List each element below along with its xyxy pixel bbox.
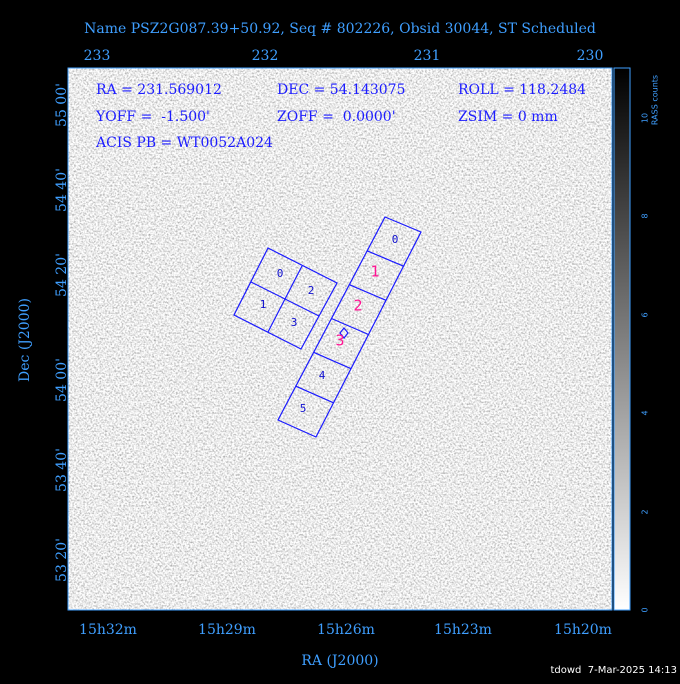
colorbar-tick-label: 6 [641,312,650,317]
plot-frame [67,67,613,611]
info-text: DEC = 54.143075 [277,82,406,98]
acis-s-chip-label: 5 [300,402,307,415]
acis-i-outline [233,247,338,350]
dec-tick-label: 54 00' [54,358,70,402]
acis-i-chip-label: 1 [260,298,267,311]
acis-s-divider [349,284,387,301]
top-tick-label: 231 [414,48,441,64]
ra-tick-label: 15h20m [554,622,612,638]
dec-tick-label: 55 00' [54,83,70,127]
ra-tick-label: 15h29m [198,622,256,638]
acis-s-divider [366,250,404,267]
dec-axis-label: Dec (J2000) [17,298,33,382]
colorbar-tick-label: 10 [641,113,650,123]
colorbar-label: RASS counts [651,75,660,125]
ra-tick-label: 15h23m [434,622,492,638]
acis-s-chip-label: 1 [370,263,379,281]
acis-i-chip-label: 3 [291,316,298,329]
acis-s-chip-label: 2 [353,297,362,315]
colorbar [613,67,631,611]
acis-s-chip-label: 0 [392,233,399,246]
colorbar-tick-label: 8 [641,213,650,218]
aimpoint [339,327,349,339]
dec-tick-label: 53 20' [54,538,70,582]
info-text: YOFF = -1.500' [95,109,210,125]
acis-s-dividers [295,250,404,404]
colorbar-tick-label: 2 [641,509,650,514]
acis-i-chip-label: 2 [308,284,315,297]
dec-tick-label: 53 40' [54,448,70,492]
labels: Name PSZ2G087.39+50.92, Seq # 802226, Ob… [17,21,677,676]
acis-i-divider [250,281,320,317]
top-tick-label: 230 [577,48,604,64]
dec-tick-label: 54 40' [54,168,70,212]
top-tick-label: 233 [84,48,111,64]
top-tick-label: 232 [252,48,279,64]
colorbar-tick-label: 0 [641,607,650,612]
acis-s-divider [331,317,369,336]
dec-tick-label: 54 20' [54,253,70,297]
info-text: ROLL = 118.2484 [458,82,586,98]
acis-s-divider [295,385,334,404]
ra-tick-label: 15h32m [79,622,137,638]
acis-s-divider [313,351,352,370]
sky-image [68,68,612,610]
ra-axis-label: RA (J2000) [301,653,378,669]
colorbar-tick-label: 4 [641,410,650,415]
footer: tdowd 7-Mar-2025 14:13 [550,665,677,676]
acis-i-chip-label: 0 [277,267,284,280]
info-text: ZSIM = 0 mm [458,109,558,125]
title: Name PSZ2G087.39+50.92, Seq # 802226, Ob… [84,21,596,37]
acis-s-chip-label: 3 [335,332,344,350]
info-text: ACIS PB = WT0052A024 [95,135,273,151]
chip-outlines [233,216,422,438]
ra-tick-label: 15h26m [317,622,375,638]
info-text: ZOFF = 0.0000' [277,109,396,125]
info-text: RA = 231.569012 [96,82,222,98]
acis-s-chip-label: 4 [319,369,326,382]
